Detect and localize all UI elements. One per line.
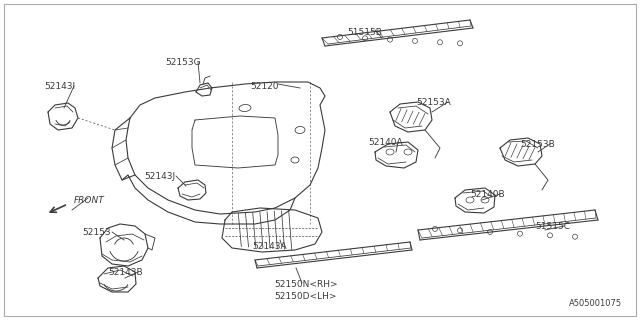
Text: 52143A: 52143A [252,242,287,251]
Text: 51515C: 51515C [535,222,570,231]
Text: 52150D<LH>: 52150D<LH> [274,292,337,301]
Text: 52143I: 52143I [44,82,75,91]
Text: 52120: 52120 [250,82,278,91]
Text: FRONT: FRONT [74,196,105,205]
Text: 52153G: 52153G [165,58,200,67]
Text: 52140B: 52140B [470,190,504,199]
Text: 52140A: 52140A [368,138,403,147]
Text: 52143B: 52143B [108,268,143,277]
Text: 52153A: 52153A [416,98,451,107]
Text: 52153: 52153 [82,228,111,237]
Text: A505001075: A505001075 [569,299,622,308]
Text: 51515B: 51515B [347,28,382,37]
Text: 52150N<RH>: 52150N<RH> [274,280,338,289]
Text: 52143J: 52143J [144,172,175,181]
Text: 52153B: 52153B [520,140,555,149]
